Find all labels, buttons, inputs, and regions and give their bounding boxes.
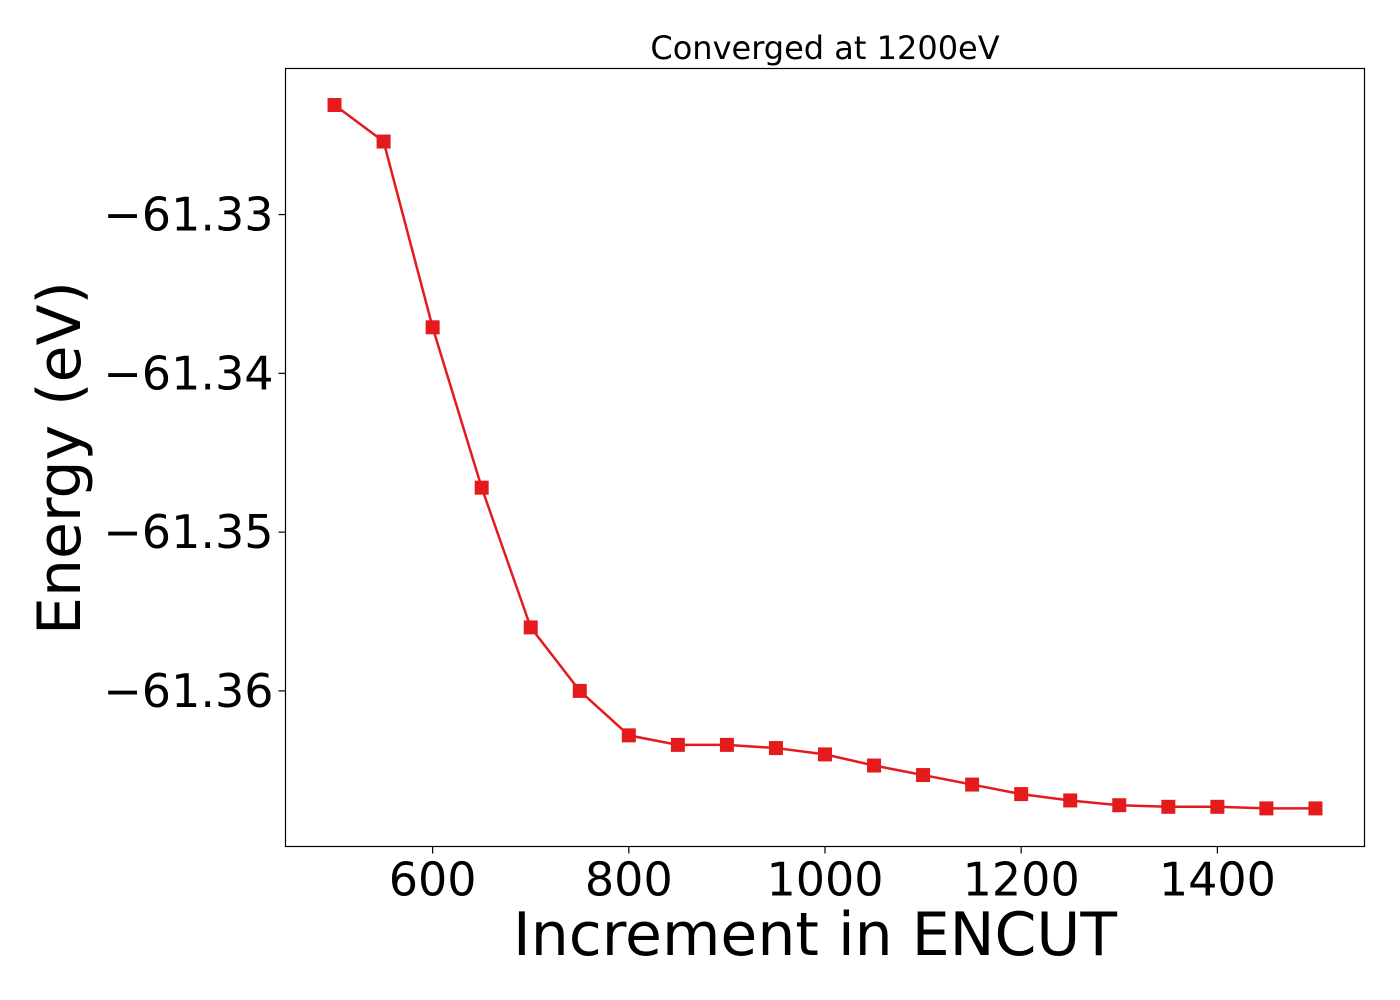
data-point-marker bbox=[1308, 801, 1323, 816]
data-point-marker bbox=[670, 737, 685, 752]
y-tick-label: −61.34 bbox=[103, 346, 273, 400]
data-point-marker bbox=[1210, 799, 1225, 814]
data-point-marker bbox=[425, 320, 440, 335]
plot-area-frame bbox=[284, 67, 1366, 848]
y-axis-ticks: −61.33 −61.34 −61.35 −61.36 bbox=[103, 188, 286, 718]
y-axis-label: Energy (eV) bbox=[25, 281, 95, 635]
x-tick-label: 600 bbox=[389, 853, 477, 907]
data-point-marker bbox=[523, 620, 538, 635]
data-point-marker bbox=[1014, 787, 1029, 802]
data-point-marker bbox=[327, 98, 342, 113]
y-tick-label: −61.33 bbox=[103, 188, 273, 242]
x-axis-label: Increment in ENCUT bbox=[513, 900, 1117, 970]
x-tick-label: 1000 bbox=[766, 853, 883, 907]
data-point-marker bbox=[1112, 798, 1127, 813]
data-point-marker bbox=[916, 768, 931, 783]
data-point-marker bbox=[621, 728, 636, 743]
x-axis-ticks: 600 800 1000 1200 1400 bbox=[389, 846, 1276, 907]
data-point-marker bbox=[719, 737, 734, 752]
data-point-marker bbox=[376, 134, 391, 149]
data-point-marker bbox=[965, 777, 980, 792]
data-point-marker bbox=[867, 758, 882, 773]
data-point-marker bbox=[768, 741, 783, 756]
data-point-marker bbox=[1161, 799, 1176, 814]
y-tick-label: −61.36 bbox=[103, 664, 273, 718]
x-tick-label: 1200 bbox=[963, 853, 1080, 907]
data-point-marker bbox=[572, 683, 587, 698]
series-group bbox=[327, 98, 1323, 816]
data-point-marker bbox=[1063, 793, 1078, 808]
data-point-marker bbox=[1259, 801, 1274, 816]
x-tick-label: 1400 bbox=[1159, 853, 1276, 907]
x-tick-label: 800 bbox=[585, 853, 673, 907]
data-point-marker bbox=[818, 747, 832, 762]
data-point-marker bbox=[474, 480, 489, 495]
y-tick-label: −61.35 bbox=[103, 505, 273, 559]
chart-title: Converged at 1200eV bbox=[650, 29, 999, 67]
